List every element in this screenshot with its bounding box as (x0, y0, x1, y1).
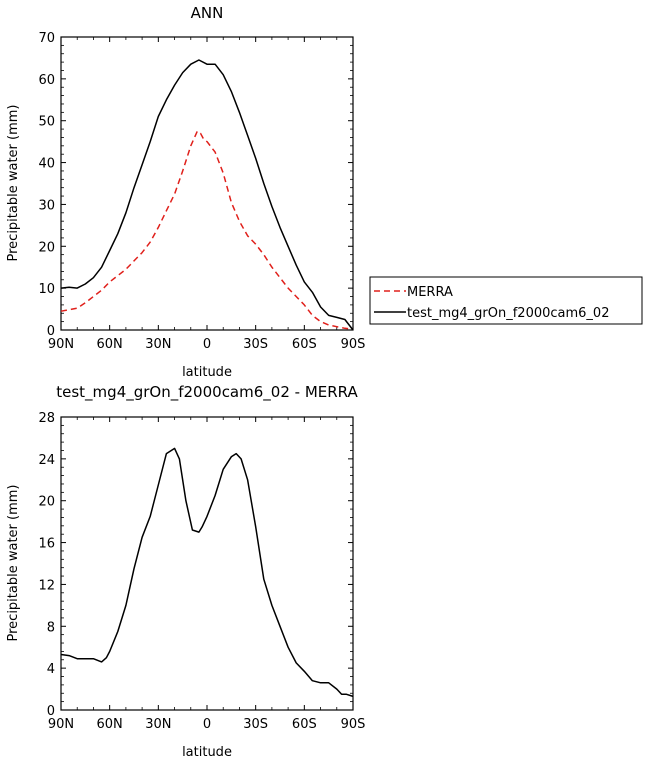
y-tick-label: 70 (38, 31, 55, 46)
y-tick-label: 28 (38, 411, 55, 426)
legend-label-model: test_mg4_grOn_f2000cam6_02 (407, 306, 609, 321)
y-tick-label: 20 (38, 240, 55, 255)
bottom-series-lines (60, 447, 354, 698)
y-tick-label: 24 (38, 453, 55, 468)
y-tick-label: 0 (47, 324, 55, 339)
legend-box (369, 276, 643, 325)
legend: MERRA test_mg4_grOn_f2000cam6_02 (369, 276, 643, 325)
x-tick-label: 0 (203, 337, 211, 352)
x-tick-label: 0 (203, 717, 211, 732)
x-tick-label: 90S (341, 717, 366, 732)
top-series-lines (60, 59, 354, 331)
bottom-axis-ticks: 0 4 8 12 16 20 24 28 90N 60N 30N 0 30S 60S 90S (38, 411, 365, 732)
x-tick-label: 30N (145, 337, 171, 352)
top-axis-ticks: 0 10 20 30 40 50 60 70 90N 60N 30N 0 30S 60S 90S (38, 31, 365, 352)
x-tick-label: 90S (341, 337, 366, 352)
bottom-chart-title: test_mg4_grOn_f2000cam6_02 - MERRA (56, 383, 358, 402)
x-tick-label: 60S (292, 717, 317, 732)
y-tick-label: 20 (38, 495, 55, 510)
bottom-y-axis-label: Precipitable water (mm) (6, 485, 21, 642)
series-line-merra (60, 130, 354, 330)
legend-label-merra: MERRA (407, 285, 453, 300)
y-tick-label: 40 (38, 157, 55, 172)
x-tick-label: 30N (145, 717, 171, 732)
bottom-x-axis-label: latitude (182, 745, 232, 760)
x-tick-label: 60N (97, 337, 123, 352)
y-tick-label: 10 (38, 282, 55, 297)
y-tick-label: 12 (38, 578, 55, 593)
x-tick-label: 90N (48, 337, 74, 352)
y-tick-label: 4 (47, 662, 55, 677)
top-panel: ANN 0 10 20 30 40 50 60 70 90N 60N 30N 0 30S 60S 90S l… (6, 4, 365, 380)
bottom-panel: test_mg4_grOn_f2000cam6_02 - MERRA 0 4 8 12… (6, 383, 365, 760)
top-y-axis-label: Precipitable water (mm) (6, 105, 21, 262)
x-tick-label: 30S (243, 337, 268, 352)
y-tick-label: 60 (38, 73, 55, 88)
series-line-test-mg4-gron-f2000cam6-02 (60, 59, 354, 331)
x-tick-label: 60S (292, 337, 317, 352)
y-tick-label: 0 (47, 704, 55, 719)
y-tick-label: 30 (38, 198, 55, 213)
y-tick-label: 8 (47, 620, 55, 635)
x-tick-label: 90N (48, 717, 74, 732)
x-tick-label: 30S (243, 717, 268, 732)
top-x-axis-label: latitude (182, 365, 232, 380)
bottom-plot-frame (60, 416, 354, 711)
x-tick-label: 60N (97, 717, 123, 732)
series-line-difference (60, 447, 354, 698)
y-tick-label: 16 (38, 537, 55, 552)
top-chart-title: ANN (191, 4, 224, 22)
y-tick-label: 50 (38, 115, 55, 130)
